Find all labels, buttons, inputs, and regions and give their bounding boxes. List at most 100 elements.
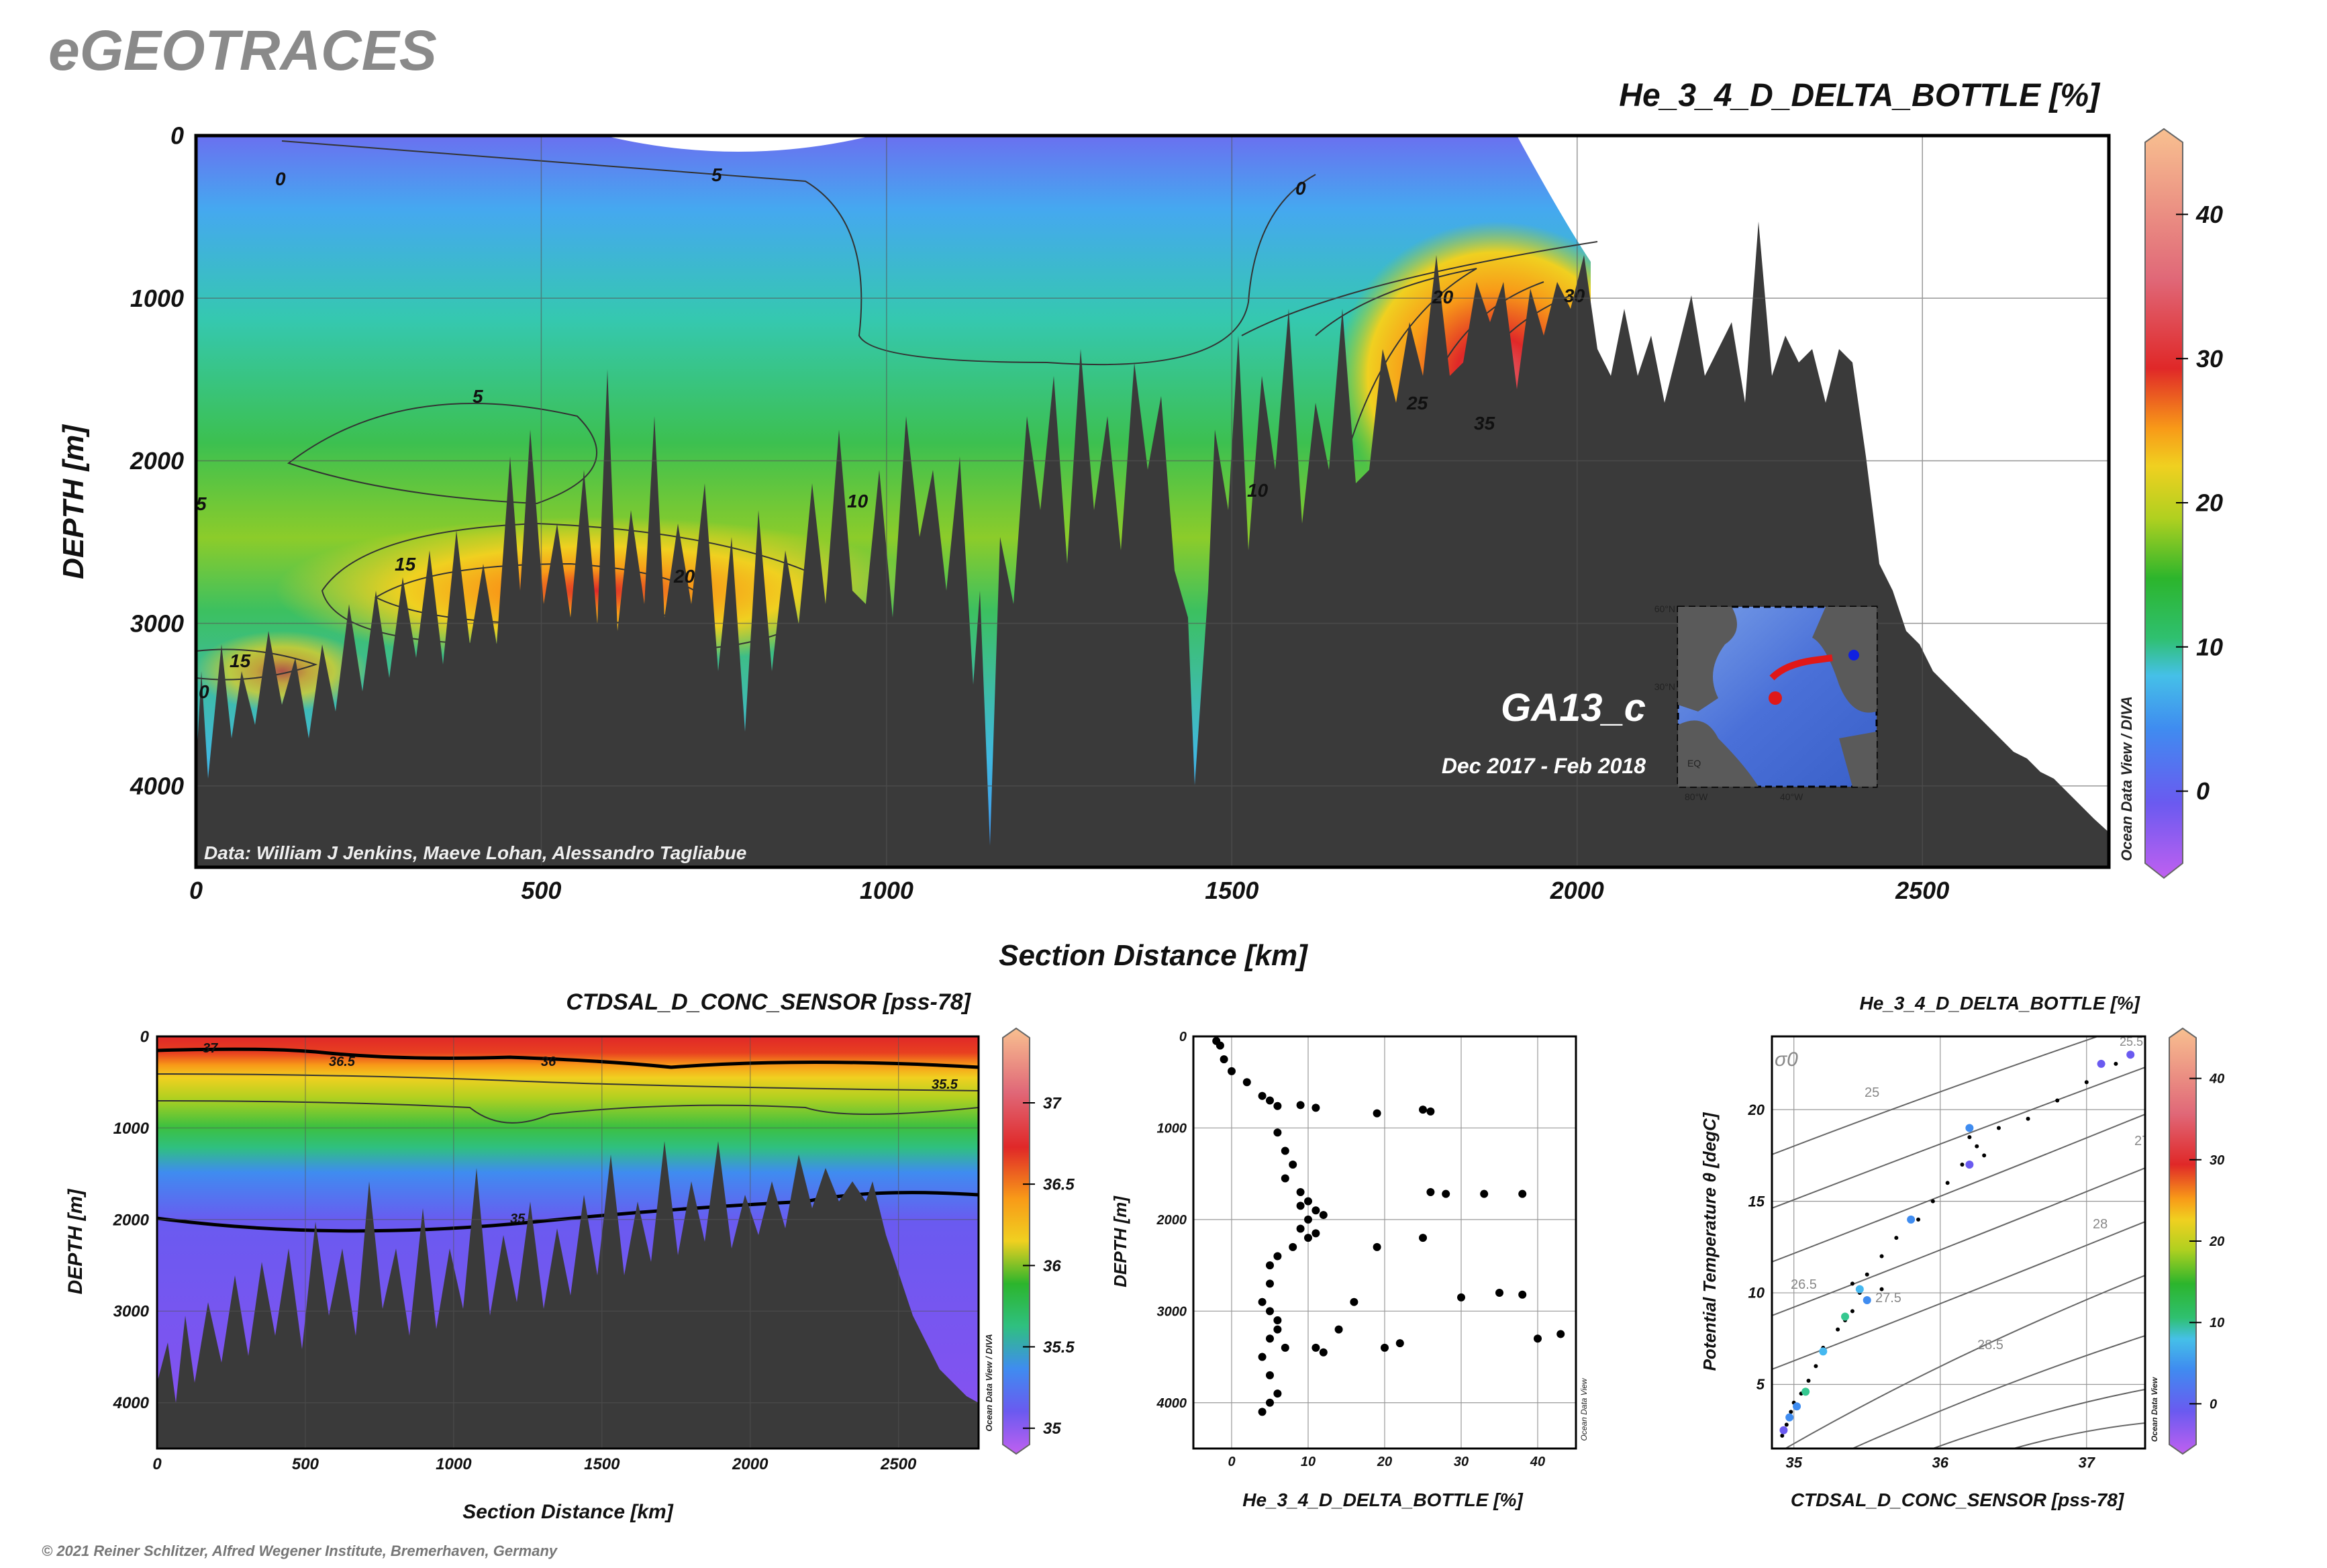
ts-colored-point: [1965, 1161, 1974, 1169]
colorbar-tick-label: 0: [2196, 777, 2210, 805]
ts-point: [2084, 1080, 2089, 1085]
sal-seafloor: [157, 1141, 979, 1449]
profile-point: [1304, 1215, 1312, 1224]
x-tick-label: 1500: [1205, 877, 1258, 904]
profile-point: [1296, 1101, 1305, 1110]
profile-point: [1273, 1128, 1282, 1137]
profile-point: [1556, 1330, 1565, 1338]
x-tick-label: 500: [292, 1455, 319, 1473]
profile-point: [1266, 1307, 1274, 1316]
profile-point: [1266, 1371, 1274, 1379]
y-tick-label: 1000: [130, 285, 184, 312]
ts-point: [1784, 1422, 1789, 1427]
sal-contour-label: 36.5: [329, 1055, 356, 1069]
ts-colored-point: [1819, 1347, 1828, 1356]
profile-point: [1289, 1242, 1297, 1251]
ts-point: [1967, 1135, 1972, 1140]
contour-label: 5: [711, 164, 722, 185]
sal-contour-label: 35.5: [932, 1077, 958, 1092]
main-field: 0 5 5 0 20 30 25 35 10 10 15 20 15 5 0: [196, 136, 2109, 867]
ts-point: [1865, 1272, 1869, 1277]
profile-point: [1242, 1078, 1251, 1087]
main-xlabel: Section Distance [km]: [999, 939, 1308, 972]
main-ylabel: DEPTH [m]: [57, 424, 90, 579]
x-tick-label: 37: [2079, 1455, 2096, 1471]
profile-point: [1258, 1297, 1267, 1306]
profile-point: [1266, 1261, 1274, 1270]
ts-point: [1916, 1217, 1921, 1222]
y-tick-label: 0: [140, 1028, 150, 1046]
profile-point: [1426, 1187, 1435, 1196]
x-tick-label: 2500: [880, 1455, 917, 1473]
ts-point: [1780, 1433, 1785, 1438]
x-tick-label: 0: [152, 1455, 162, 1473]
map-lon-label: 80°W: [1685, 791, 1708, 802]
isopycnal-label: 26.5: [1791, 1277, 1817, 1292]
profile-point: [1381, 1343, 1389, 1352]
ts-point: [1814, 1364, 1818, 1369]
ts-colored-point: [1863, 1295, 1871, 1304]
profile-point: [1273, 1252, 1282, 1261]
ts-colored-point: [1801, 1387, 1810, 1396]
colorbar-tick-label: 40: [2209, 1072, 2224, 1087]
profile-point: [1220, 1055, 1228, 1064]
ts-point: [1806, 1379, 1811, 1383]
main-colorbar: 0 10 20 30 40 Ocean Data View / DIVA: [2118, 128, 2223, 879]
profile-point: [1296, 1187, 1305, 1196]
profile-point: [1334, 1325, 1343, 1334]
profile-point: [1304, 1234, 1312, 1242]
y-tick-label: 2000: [130, 447, 184, 475]
ts-point: [1975, 1144, 1979, 1148]
x-tick-label: 2500: [1895, 877, 1949, 904]
ts-xlabel: CTDSAL_D_CONC_SENSOR [pss-78]: [1791, 1489, 2125, 1510]
ts-colored-point: [2097, 1059, 2106, 1068]
profile-point: [1419, 1106, 1427, 1114]
profile-point: [1273, 1316, 1282, 1324]
sal-colorbar: 35 35.5 36 36.5 37 Ocean Data View / DIVA: [984, 1027, 1075, 1455]
y-tick-label: 2000: [1156, 1213, 1187, 1228]
profile-point: [1296, 1224, 1305, 1233]
profile-point: [1311, 1343, 1320, 1352]
profile-point: [1495, 1289, 1503, 1297]
ts-colored-point: [1965, 1124, 1974, 1132]
x-tick-label: 30: [1454, 1455, 1469, 1469]
x-tick-label: 1000: [860, 877, 913, 904]
map-lon-label: 40°W: [1780, 791, 1803, 802]
map-lat-label: 60°N: [1654, 603, 1675, 614]
contour-label: 5: [196, 493, 207, 514]
main-section-plot: He_3_4_D_DELTA_BOTTLE [%] 0 5 5: [57, 78, 2223, 972]
y-tick-label: 4000: [130, 772, 184, 799]
y-tick-label: 10: [1748, 1285, 1765, 1302]
sal-ylabel: DEPTH [m]: [64, 1189, 87, 1295]
profile-point: [1289, 1161, 1297, 1169]
ts-colored-point: [1855, 1285, 1864, 1293]
colorbar-tick-label: 10: [2196, 633, 2223, 660]
map-lat-label: EQ: [1687, 758, 1701, 769]
profile-point: [1258, 1353, 1267, 1361]
profile-point: [1281, 1343, 1289, 1352]
ts-colored-point: [2126, 1050, 2135, 1059]
y-tick-label: 4000: [113, 1394, 150, 1412]
y-tick-label: 3000: [113, 1303, 150, 1321]
ts-point: [1850, 1281, 1854, 1286]
colorbar-tick-label: 35: [1043, 1420, 1061, 1438]
prof-ylabel: DEPTH [m]: [1110, 1195, 1130, 1287]
colorbar-tick-label: 36.5: [1043, 1176, 1075, 1194]
sal-contour-label: 36: [541, 1055, 556, 1069]
colorbar-tick-label: 30: [2210, 1153, 2224, 1168]
isopycnal-label: 25: [1865, 1085, 1879, 1100]
colorbar-tick-label: 30: [2196, 345, 2223, 373]
colorbar-tick-label: 10: [2210, 1316, 2224, 1330]
profile-point: [1419, 1234, 1427, 1242]
cruise-period: Dec 2017 - Feb 2018: [1442, 754, 1646, 778]
profile-point: [1480, 1189, 1489, 1198]
x-tick-label: 36: [1932, 1455, 1949, 1471]
ts-colored-point: [1907, 1215, 1916, 1224]
x-tick-label: 40: [1530, 1455, 1545, 1469]
isopycnal-label: 28.5: [1977, 1338, 2003, 1353]
copyright: © 2021 Reiner Schlitzer, Alfred Wegener …: [42, 1542, 558, 1559]
ts-point: [1960, 1163, 1965, 1167]
y-tick-label: 0: [1179, 1030, 1187, 1044]
y-tick-label: 2000: [113, 1211, 150, 1229]
ts-point: [1894, 1236, 1899, 1240]
